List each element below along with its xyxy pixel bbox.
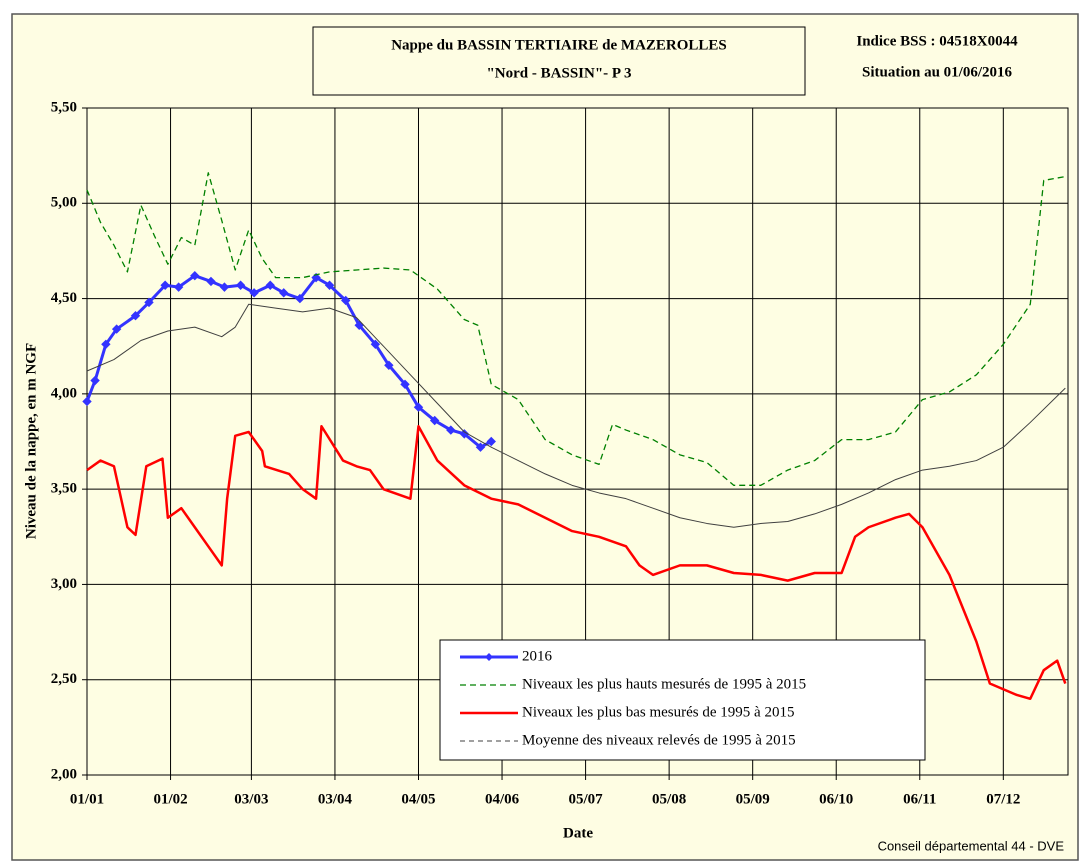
legend-box [439,639,926,761]
y-tick-label: 5,50 [51,99,77,115]
data-point [144,297,154,308]
y-tick-label: 5,00 [51,195,77,211]
x-tick-label: 07/12 [986,791,1020,807]
data-point [370,339,381,350]
title-box [312,26,806,96]
x-tick-label: 01/02 [153,791,187,807]
data-point [279,288,289,298]
data-point [190,270,200,281]
data-point [160,280,170,290]
y-tick-label: 3,50 [51,481,77,497]
data-point [249,288,259,298]
data-point [459,429,470,439]
x-tick-label: 06/10 [819,791,853,807]
x-tick-label: 05/07 [568,791,603,807]
credit: Conseil départemental 44 - DVE [878,838,1065,853]
series-line [86,172,1066,486]
data-point [295,293,305,304]
data-point [101,339,111,350]
legend-marker [485,653,493,661]
legend-label: 2016 [522,648,553,664]
data-point [130,311,141,321]
chart-title: Nappe du BASSIN TERTIAIRE de MAZEROLLES [391,37,727,53]
data-point [324,280,335,290]
data-point [486,436,496,447]
annotation: Indice BSS : 04518X0044 [856,33,1018,49]
data-point [111,324,122,334]
x-tick-label: 03/03 [234,791,268,807]
data-point [265,280,275,290]
x-tick-label: 04/05 [401,791,435,807]
y-tick-label: 2,50 [51,671,77,687]
data-point [413,402,424,412]
x-tick-label: 05/08 [652,791,686,807]
data-point [82,396,92,407]
x-tick-label: 05/09 [736,791,770,807]
data-point [235,280,246,290]
y-tick-label: 4,00 [51,385,77,401]
series-line [86,303,1066,528]
y-tick-label: 4,50 [51,290,77,306]
x-tick-label: 06/11 [903,791,936,807]
x-tick-label: 01/01 [70,791,104,807]
data-point [341,295,351,306]
x-axis-label: Date [563,825,593,841]
data-point [446,425,456,435]
series-line [86,425,1067,701]
data-point [400,379,410,390]
legend-label: Niveaux les plus bas mesurés de 1995 à 2… [522,704,794,720]
legend-label: Niveaux les plus hauts mesurés de 1995 à… [522,676,806,692]
data-point [475,442,486,452]
data-point [219,282,230,292]
data-point [384,360,394,370]
chart-subtitle: "Nord - BASSIN"- P 3 [486,65,631,81]
data-point [206,276,216,287]
data-point [173,282,184,292]
legend-label: Moyenne des niveaux relevés de 1995 à 20… [522,732,796,748]
data-point [90,375,100,386]
annotation: Situation au 01/06/2016 [862,64,1013,80]
y-axis-label: Niveau de la nappe, en m NGF [23,343,39,539]
y-tick-label: 3,00 [51,576,77,592]
x-tick-label: 04/06 [485,791,520,807]
x-tick-label: 03/04 [318,791,353,807]
y-tick-label: 2,00 [51,766,77,782]
data-point [429,415,440,426]
